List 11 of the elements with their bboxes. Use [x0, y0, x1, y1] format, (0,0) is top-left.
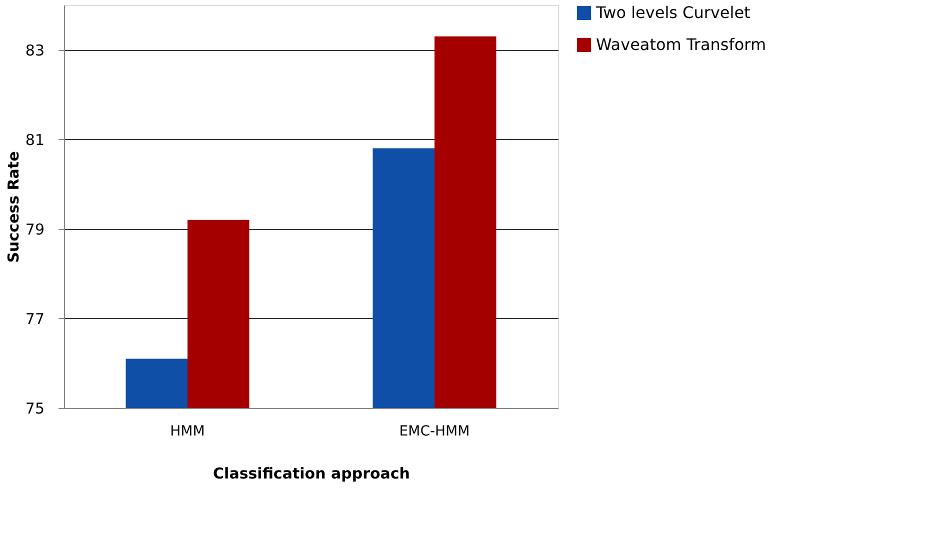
legend-label: Two levels Curvelet	[595, 3, 750, 22]
y-axis-title: Success Rate	[4, 151, 22, 263]
x-axis-title: Classification approach	[213, 464, 410, 482]
x-tick-label: HMM	[170, 424, 205, 440]
x-tick-label: EMC-HMM	[399, 424, 470, 440]
y-tick-label: 83	[25, 41, 44, 60]
y-tick-label: 75	[25, 400, 44, 418]
y-tick-label: 81	[25, 130, 44, 149]
y-tick-label: 79	[25, 220, 44, 238]
legend-label: Waveatom Transform	[596, 35, 766, 54]
y-tick-label: 77	[25, 310, 44, 328]
